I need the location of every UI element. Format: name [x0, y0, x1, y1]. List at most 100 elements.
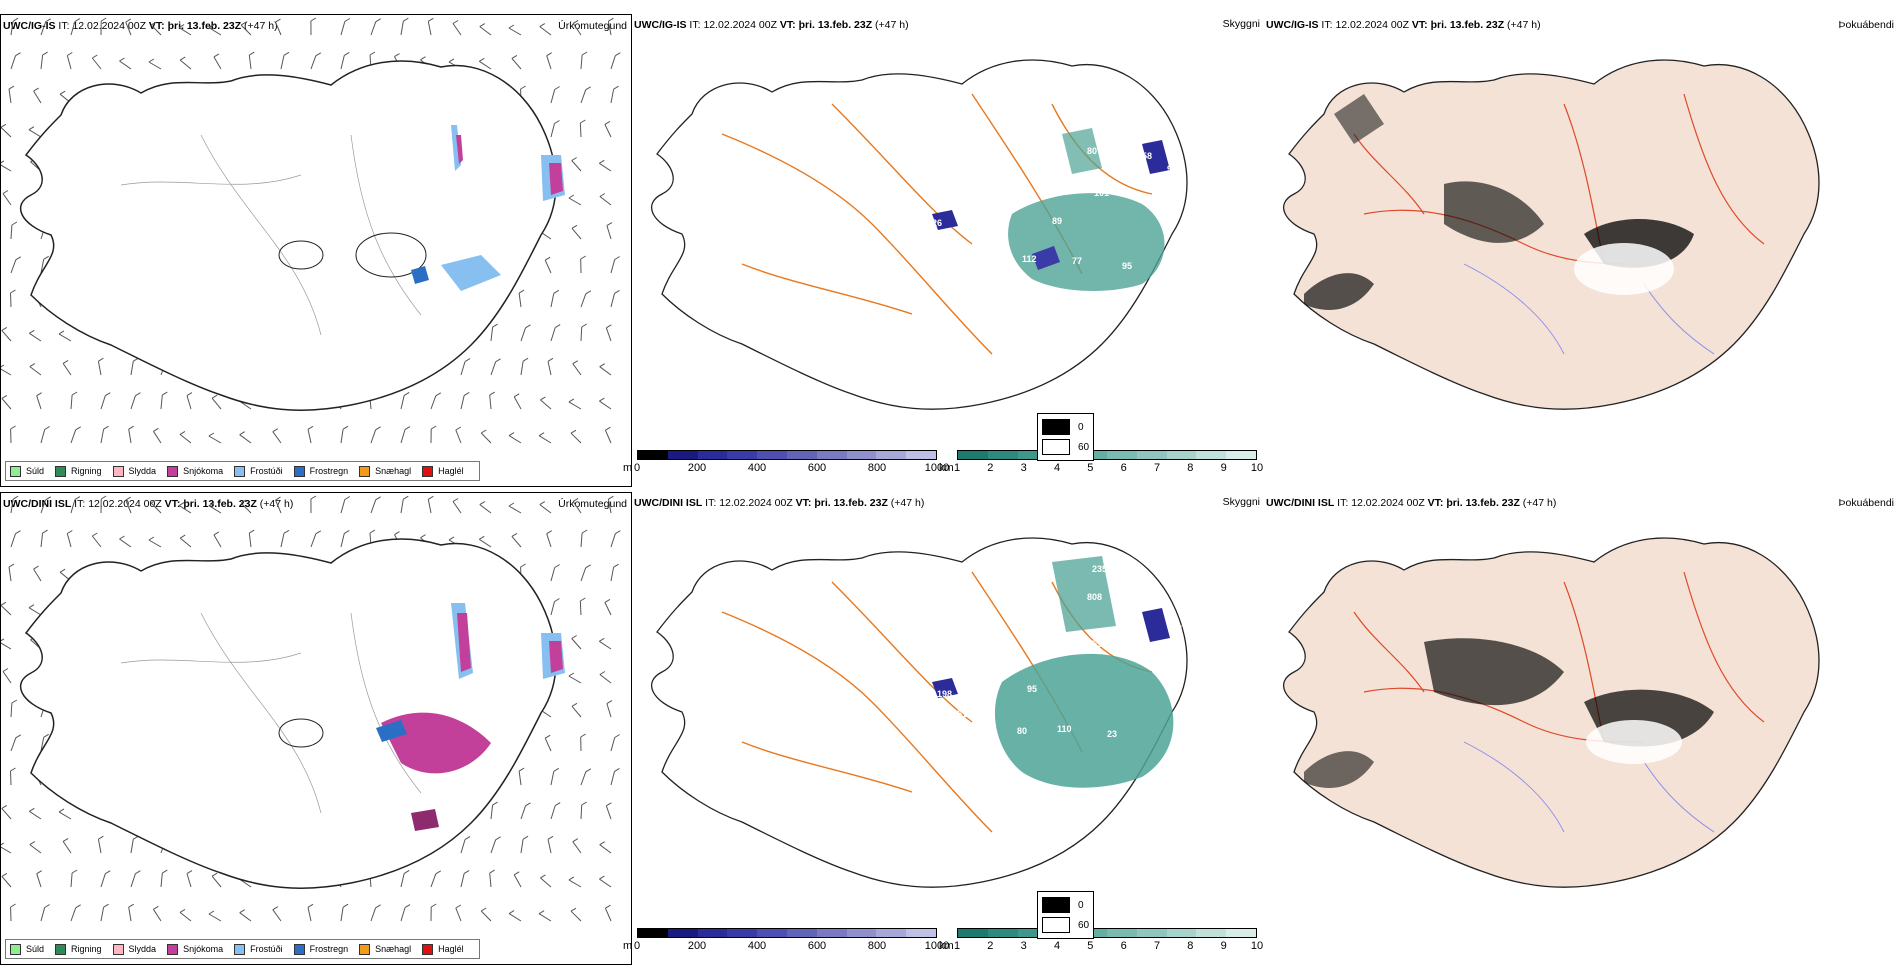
wind-barb [67, 534, 71, 548]
wind-barb-flag [11, 290, 16, 293]
wind-barb-flag [59, 331, 64, 334]
scale-tick-label: 10 [1251, 462, 1263, 474]
wind-barb [611, 738, 615, 752]
wind-barb [461, 873, 464, 887]
wind-barb-flag [67, 53, 72, 56]
scale-tick-label: 9 [1221, 462, 1227, 474]
legend-swatch [113, 466, 124, 477]
wind-barb [599, 163, 611, 171]
visibility-value-label: 87 [1172, 624, 1182, 634]
wind-barb-flag [30, 842, 35, 845]
legend-swatch [359, 944, 370, 955]
fog-legend-label: 60 [1078, 442, 1089, 453]
wind-barb-flag [98, 836, 103, 839]
wind-barb [2, 398, 11, 409]
wind-barb-flag [573, 839, 578, 842]
wind-barb [540, 878, 551, 887]
wind-barb-flag [605, 427, 610, 430]
wind-barb [509, 914, 521, 921]
wind-barb-flag [523, 358, 528, 361]
wind-barb-flag [580, 598, 585, 601]
wind-barb-flag [29, 808, 34, 811]
wind-barb-flag [209, 503, 214, 506]
wind-barb [551, 328, 555, 341]
wind-barb-flag [614, 86, 619, 89]
wind-barb-flag [153, 428, 158, 431]
wind-barb-flag [599, 398, 604, 401]
wind-barb [30, 845, 41, 853]
wind-barb [608, 499, 611, 513]
wind-barb [569, 402, 581, 409]
wind-barb-flag [104, 426, 109, 429]
legend-item: Slydda [113, 944, 157, 955]
wind-barb [490, 395, 491, 409]
wind-barb [371, 430, 376, 443]
wind-barb [71, 500, 75, 513]
wind-barb [120, 539, 132, 547]
scale-tick-label: 9 [1221, 940, 1227, 952]
legend-swatch [359, 466, 370, 477]
legend-item: Snjókoma [167, 944, 223, 955]
wind-barb [149, 62, 161, 69]
wind-barb [371, 22, 376, 35]
legend-label: Haglél [438, 944, 464, 954]
wind-barb [308, 429, 311, 443]
wind-barb [461, 362, 465, 375]
wind-barb [276, 22, 282, 35]
wind-barb [571, 911, 581, 921]
wind-barb [453, 24, 461, 36]
wind-barb [11, 21, 13, 35]
wind-barb [401, 873, 404, 887]
legend-item: Slydda [113, 466, 157, 477]
wind-barb [179, 28, 191, 35]
wind-barb-flag [44, 256, 49, 259]
scale-segment [906, 929, 936, 937]
wind-barb-flag [548, 836, 553, 839]
visibility-value-label: 853 [1087, 639, 1102, 649]
wind-barb [341, 55, 344, 69]
wind-barb-flag [421, 57, 426, 60]
wind-barb-flag [149, 537, 154, 540]
wind-barb [1, 164, 11, 171]
wind-barb-flag [1, 124, 6, 127]
wind-barb-flag [453, 499, 458, 502]
wind-barb [41, 55, 43, 69]
wind-barb-flag [30, 364, 35, 367]
visibility-area [1008, 193, 1164, 291]
wind-barb [9, 89, 11, 103]
wind-barb-flag [572, 703, 577, 706]
wind-barb-flag [345, 19, 350, 22]
scale-segment [787, 929, 817, 937]
wind-barb-flag [404, 870, 409, 873]
wind-barb [611, 534, 615, 547]
wind-barb [59, 334, 71, 341]
precip-area [549, 163, 563, 195]
scale-segment [958, 929, 988, 937]
scale-segment [817, 929, 847, 937]
scale-segment [876, 451, 906, 459]
wind-barb [92, 536, 101, 547]
wind-barb [569, 198, 581, 205]
wind-barb [514, 875, 521, 887]
wind-barb-flag [456, 427, 461, 430]
fog-map [1264, 14, 1896, 454]
wind-barb-flag [514, 872, 519, 875]
legend-label: Rigning [71, 466, 102, 476]
wind-barb [479, 539, 491, 547]
wind-barb-flag [436, 393, 441, 396]
visibility-value-label: 101 [1094, 188, 1109, 198]
wind-barb-flag [509, 911, 514, 914]
wind-barb-flag [600, 672, 605, 675]
wind-barb-flag [449, 59, 454, 62]
wind-barb [161, 395, 162, 409]
wind-barb [551, 124, 555, 138]
wind-barb [611, 293, 615, 307]
scale-segment [698, 451, 728, 459]
wind-barb-flag [428, 18, 433, 21]
wind-barb [1, 368, 11, 375]
visibility-panel-row2: UWC/DINI ISL IT: 12.02.2024 00Z VT: þri.… [632, 492, 1264, 965]
wind-barb-flag [548, 358, 553, 361]
